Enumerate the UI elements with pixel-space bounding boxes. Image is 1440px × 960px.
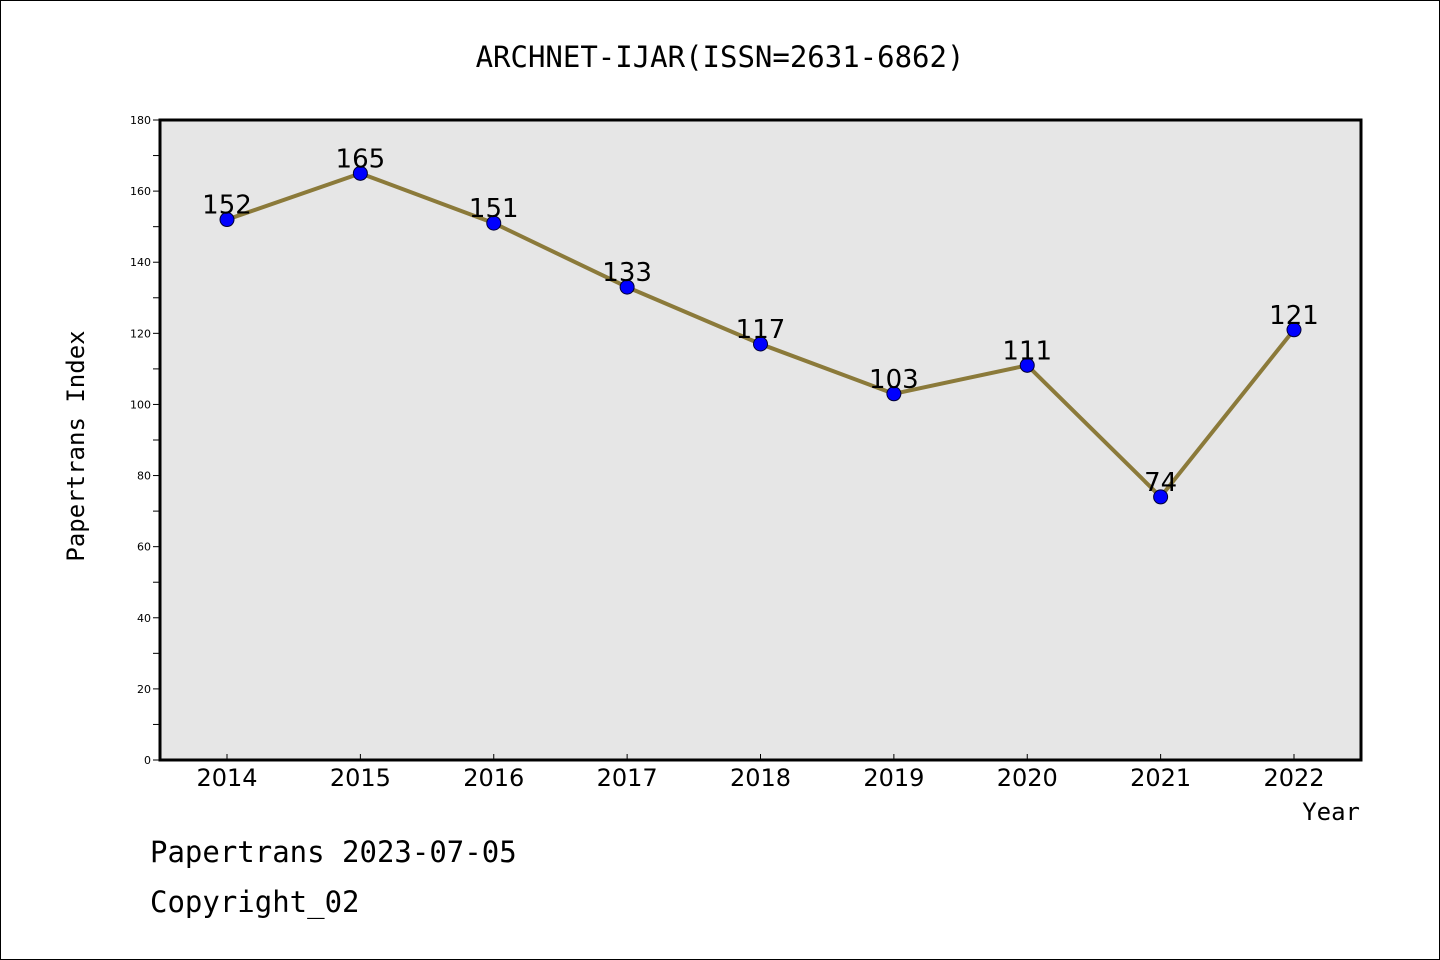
y-tick-label: 60 [137, 541, 151, 554]
x-tick-label: 2016 [463, 764, 524, 792]
x-axis-label: Year [1302, 798, 1360, 826]
y-tick-label: 40 [137, 612, 151, 625]
x-tick-label: 2014 [196, 764, 257, 792]
footer-copyright: Copyright_02 [150, 885, 360, 919]
data-label: 121 [1269, 301, 1319, 331]
y-tick-label: 120 [130, 327, 151, 340]
data-label: 151 [469, 194, 519, 224]
data-point [753, 336, 768, 352]
x-tick-label: 2022 [1263, 764, 1324, 792]
data-point [1286, 322, 1302, 338]
x-tick-label: 2020 [997, 764, 1058, 792]
data-label: 111 [1002, 336, 1052, 366]
x-tick-label: 2017 [597, 764, 658, 792]
y-tick-label: 20 [137, 683, 151, 696]
data-point [486, 215, 502, 231]
x-axis: 2014 2015 2016 2017 2018 2019 2020 2021 2022 [196, 754, 1325, 792]
y-axis: 0 20 40 60 80 100 120 140 160 180 [130, 114, 160, 767]
plot-border [158, 118, 1363, 762]
data-label: 133 [602, 258, 652, 288]
data-point [619, 279, 635, 295]
x-tick-label: 2021 [1130, 764, 1191, 792]
y-tick-label: 180 [130, 114, 151, 127]
x-tick-label: 2015 [330, 764, 391, 792]
data-point [886, 386, 902, 402]
data-label: 103 [869, 365, 919, 395]
data-point [219, 212, 235, 228]
x-tick-label: 2018 [730, 764, 791, 792]
footer-date: Papertrans 2023-07-05 [150, 835, 517, 869]
y-axis-label: Papertrans Index [62, 330, 90, 561]
x-tick-label: 2019 [863, 764, 924, 792]
data-label: 165 [336, 144, 386, 174]
data-point [352, 165, 368, 181]
y-tick-label: 160 [130, 185, 151, 198]
data-label: 117 [736, 315, 786, 345]
y-tick-label: 100 [130, 398, 151, 411]
y-tick-label: 140 [130, 256, 151, 269]
data-point [1019, 357, 1035, 373]
data-label: 152 [202, 191, 252, 221]
data-label: 74 [1144, 468, 1177, 498]
y-tick-label: 0 [144, 754, 151, 767]
data-labels: 152 165 151 133 117 103 111 74 121 [202, 144, 1319, 498]
data-points [219, 165, 1302, 505]
y-tick-label: 80 [137, 470, 151, 483]
data-point [1153, 489, 1169, 505]
plot-area [160, 120, 1361, 760]
chart-title: ARCHNET-IJAR(ISSN=2631-6862) [476, 40, 965, 74]
